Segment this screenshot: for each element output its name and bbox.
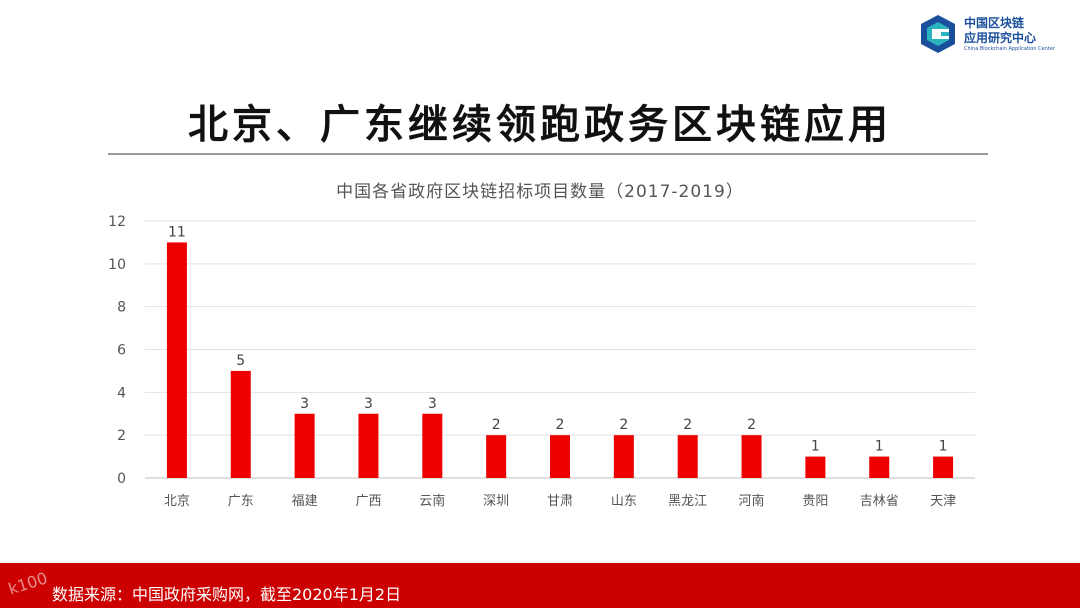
bar bbox=[422, 413, 443, 478]
data-label: 2 bbox=[683, 417, 692, 433]
bar bbox=[486, 435, 507, 478]
data-label: 5 bbox=[236, 353, 245, 369]
y-tick-label: 0 bbox=[117, 471, 126, 487]
x-tick-label: 贵阳 bbox=[802, 494, 828, 509]
bar bbox=[358, 413, 379, 478]
bar bbox=[869, 456, 890, 478]
x-tick-label: 广东 bbox=[228, 494, 254, 509]
x-tick-label: 福建 bbox=[292, 494, 318, 509]
data-label: 2 bbox=[556, 417, 565, 433]
y-tick-label: 12 bbox=[108, 214, 126, 230]
chart-title: 中国各省政府区块链招标项目数量（2017-2019） bbox=[336, 182, 744, 202]
y-tick-label: 8 bbox=[117, 300, 126, 316]
logo-name: 中国区块链 应用研究中心 bbox=[964, 16, 1064, 46]
y-tick-label: 10 bbox=[108, 257, 126, 273]
title-divider bbox=[108, 153, 988, 155]
data-label: 11 bbox=[168, 224, 186, 240]
blockchain-logo-icon bbox=[921, 15, 955, 53]
data-label: 2 bbox=[619, 417, 628, 433]
x-tick-label: 天津 bbox=[930, 494, 956, 509]
logo-name-en: China Blockchain Application Center bbox=[964, 46, 1055, 52]
bar bbox=[294, 413, 315, 478]
data-label: 1 bbox=[811, 439, 820, 455]
logo-name-line1: 中国区块链 bbox=[964, 16, 1025, 30]
x-tick-label: 山东 bbox=[611, 494, 637, 509]
data-label: 3 bbox=[300, 396, 309, 412]
logo: 中国区块链 应用研究中心 China Blockchain Applicatio… bbox=[918, 12, 1068, 58]
bar bbox=[933, 456, 954, 478]
bar bbox=[741, 435, 762, 478]
x-tick-label: 黑龙江 bbox=[668, 494, 707, 509]
footer-bar bbox=[0, 563, 1080, 608]
data-label: 3 bbox=[364, 396, 373, 412]
y-tick-label: 2 bbox=[117, 428, 126, 444]
x-tick-label: 吉林省 bbox=[860, 494, 899, 509]
data-source-note: 数据来源：中国政府采购网，截至2020年1月2日 bbox=[52, 585, 402, 604]
page-title: 北京、广东继续领跑政务区块链应用 bbox=[188, 101, 892, 148]
logo-name-line2: 应用研究中心 bbox=[964, 31, 1037, 45]
bar bbox=[805, 456, 826, 478]
data-label: 3 bbox=[428, 396, 437, 412]
y-tick-label: 4 bbox=[117, 385, 126, 401]
bar bbox=[550, 435, 570, 478]
bar bbox=[166, 242, 187, 478]
x-tick-label: 北京 bbox=[164, 494, 190, 509]
bar bbox=[677, 435, 698, 478]
y-tick-label: 6 bbox=[117, 343, 126, 359]
data-label: 1 bbox=[875, 439, 884, 455]
bar-chart: 02468101211北京5广东3福建3广西3云南2深圳2甘肃2山东2黑龙江2河… bbox=[108, 214, 975, 509]
x-tick-label: 广西 bbox=[355, 494, 381, 509]
x-tick-label: 河南 bbox=[739, 493, 765, 509]
bar bbox=[613, 435, 634, 478]
data-label: 2 bbox=[492, 417, 501, 433]
bar bbox=[230, 370, 251, 478]
x-tick-label: 云南 bbox=[419, 493, 445, 509]
x-tick-label: 甘肃 bbox=[547, 494, 573, 509]
data-label: 2 bbox=[747, 417, 756, 433]
data-label: 1 bbox=[939, 439, 948, 455]
x-tick-label: 深圳 bbox=[483, 494, 509, 509]
